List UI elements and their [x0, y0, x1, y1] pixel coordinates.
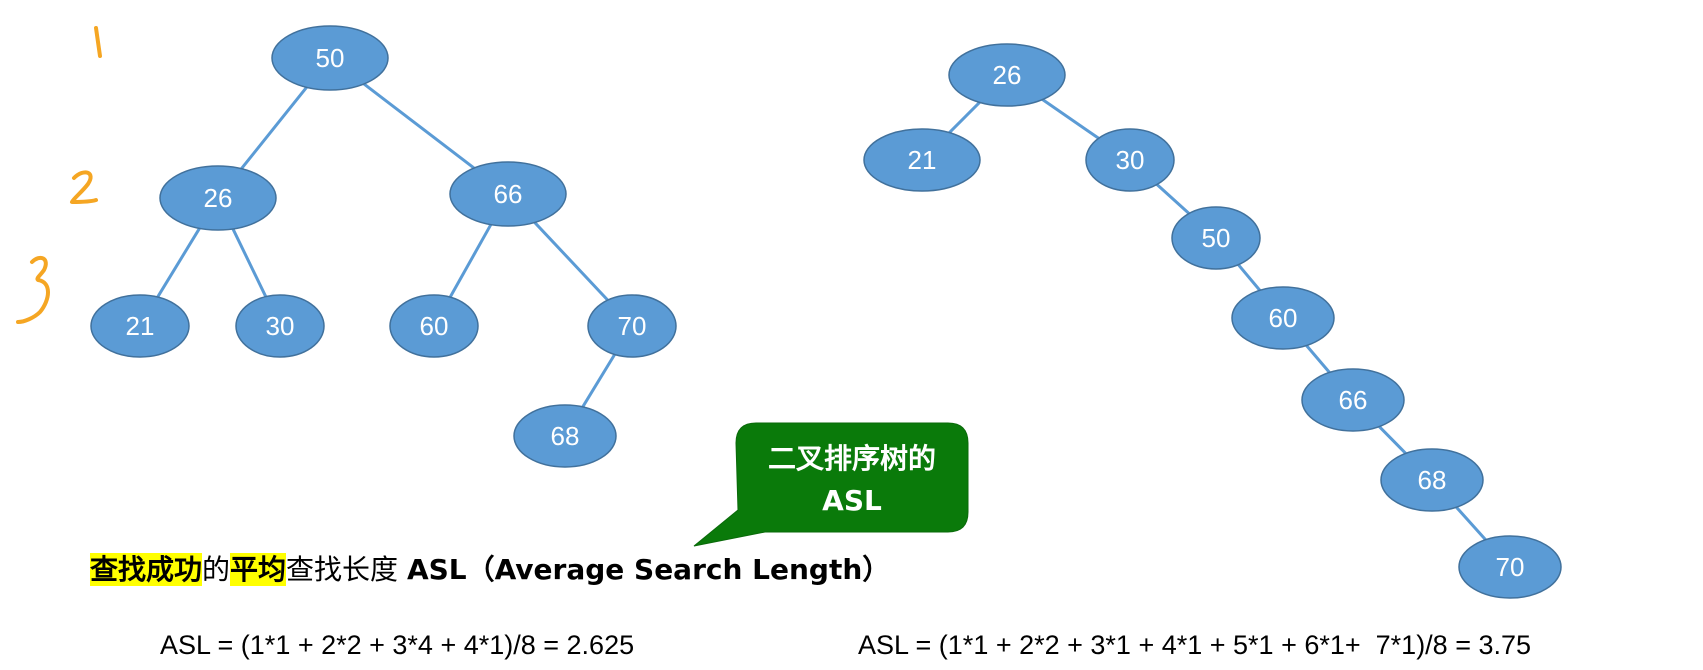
skewed-tree-edge-68-70: [1455, 506, 1487, 541]
balanced-tree-node-shape-66: [449, 161, 567, 227]
formula-balanced-tree: ASL = (1*1 + 2*2 + 3*4 + 4*1)/8 = 2.625: [160, 630, 635, 660]
balanced-tree-node-label-68: 68: [551, 421, 580, 451]
balanced-tree-node-label-70: 70: [618, 311, 647, 341]
callout-shape: [693, 422, 969, 547]
headline-search-length: 查找长度: [286, 553, 407, 586]
skewed-tree-node-shape-66: [1301, 368, 1405, 432]
level-mark-1: [94, 26, 102, 58]
nodes-layer: 50 26 66 21 30 60 70 68 26 21 30 50 60 66 68 70: [90, 25, 1562, 599]
balanced-tree-node-50: 50: [271, 25, 389, 91]
skewed-tree-node-66: 66: [1301, 368, 1405, 432]
balanced-tree-edge-70-68: [581, 353, 616, 408]
skewed-tree-node-21: 21: [863, 128, 981, 192]
balanced-tree-node-label-21: 21: [126, 311, 155, 341]
balanced-tree-node-shape-70: [587, 294, 677, 358]
balanced-tree-node-label-60: 60: [420, 311, 449, 341]
skewed-tree-node-label-26: 26: [993, 60, 1022, 90]
skewed-tree-node-label-66: 66: [1339, 385, 1368, 415]
balanced-tree-node-shape-50: [271, 25, 389, 91]
callout-line-1: 二叉排序树的: [768, 442, 936, 475]
headline-highlight-average: 平均: [230, 553, 287, 586]
skewed-tree-node-30: 30: [1085, 128, 1175, 192]
callout-bubble: 二叉排序树的 ASL: [693, 422, 969, 547]
skewed-tree-edge-66-68: [1378, 425, 1407, 455]
skewed-tree-node-shape-68: [1380, 448, 1484, 512]
balanced-tree-node-60: 60: [389, 294, 479, 358]
balanced-tree-node-68: 68: [513, 404, 617, 468]
skewed-tree-node-label-70: 70: [1496, 552, 1525, 582]
balanced-tree-node-label-66: 66: [494, 179, 523, 209]
balanced-tree-node-label-50: 50: [316, 43, 345, 73]
skewed-tree-node-label-30: 30: [1116, 145, 1145, 175]
skewed-tree-node-label-68: 68: [1418, 465, 1447, 495]
skewed-tree-node-26: 26: [948, 43, 1066, 107]
formula-skewed-tree: ASL = (1*1 + 2*2 + 3*1 + 4*1 + 5*1 + 6*1…: [858, 630, 1532, 660]
balanced-tree-node-shape-60: [389, 294, 479, 358]
headline-highlight-success: 查找成功: [90, 553, 203, 586]
level-marks: [16, 26, 102, 324]
skewed-tree-edge-60-66: [1305, 344, 1331, 374]
skewed-tree-node-50: 50: [1171, 206, 1261, 270]
skewed-tree-edge-26-30: [1041, 98, 1100, 140]
skewed-tree-node-shape-21: [863, 128, 981, 192]
balanced-tree-node-26: 26: [159, 165, 277, 231]
skewed-tree-node-shape-60: [1231, 286, 1335, 350]
skewed-tree-node-shape-70: [1458, 535, 1562, 599]
skewed-tree-node-shape-30: [1085, 128, 1175, 192]
callout-line-2: ASL: [822, 484, 882, 517]
balanced-tree-edge-66-60: [448, 223, 493, 298]
balanced-tree-node-shape-68: [513, 404, 617, 468]
balanced-tree-node-shape-21: [90, 294, 190, 358]
skewed-tree-node-label-21: 21: [908, 145, 937, 175]
skewed-tree-node-label-60: 60: [1269, 303, 1298, 333]
balanced-tree-edge-26-21: [156, 227, 201, 298]
edges-layer: [156, 82, 1487, 541]
headline-asl-term: ASL（Average Search Length）: [406, 553, 891, 586]
balanced-tree-edge-26-30: [231, 228, 268, 298]
skewed-tree-node-68: 68: [1380, 448, 1484, 512]
balanced-tree-edge-66-70: [533, 221, 609, 302]
balanced-tree-node-66: 66: [449, 161, 567, 227]
skewed-tree-node-60: 60: [1231, 286, 1335, 350]
headline-particle: 的: [202, 553, 231, 586]
balanced-tree-node-shape-30: [235, 294, 325, 358]
headline: 查找成功的平均查找长度 ASL（Average Search Length）: [90, 548, 890, 588]
skewed-tree-edge-50-60: [1237, 263, 1262, 292]
balanced-tree-node-label-26: 26: [204, 183, 233, 213]
level-mark-3: [16, 255, 50, 324]
skewed-tree-edge-30-50: [1155, 183, 1191, 215]
balanced-tree-edge-50-66: [363, 82, 475, 170]
skewed-tree-node-70: 70: [1458, 535, 1562, 599]
skewed-tree-edge-26-21: [948, 101, 981, 134]
balanced-tree-edge-50-26: [240, 86, 308, 170]
balanced-tree-node-30: 30: [235, 294, 325, 358]
skewed-tree-node-shape-26: [948, 43, 1066, 107]
balanced-tree-node-70: 70: [587, 294, 677, 358]
level-mark-2: [70, 170, 98, 204]
balanced-tree-node-shape-26: [159, 165, 277, 231]
skewed-tree-node-label-50: 50: [1202, 223, 1231, 253]
balanced-tree-node-21: 21: [90, 294, 190, 358]
balanced-tree-node-label-30: 30: [266, 311, 295, 341]
skewed-tree-node-shape-50: [1171, 206, 1261, 270]
